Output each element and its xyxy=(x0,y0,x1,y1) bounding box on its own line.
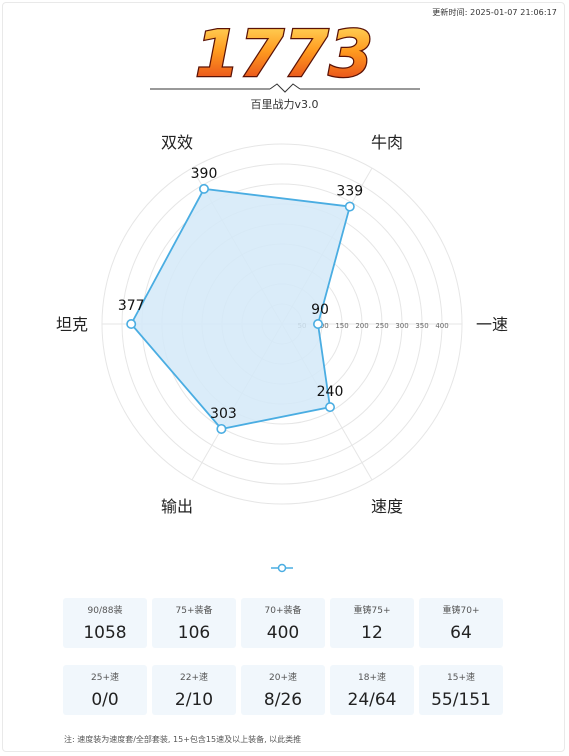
axis-label: 双效 xyxy=(161,133,193,152)
stat-value: 55/151 xyxy=(431,690,491,710)
axis-label: 速度 xyxy=(371,497,403,516)
radial-tick-label: 250 xyxy=(375,322,388,330)
radial-tick-label: 200 xyxy=(355,322,368,330)
data-point xyxy=(312,319,323,330)
stat-value: 106 xyxy=(177,623,211,643)
data-point xyxy=(324,402,335,413)
stat-cell: 重铸75+ 12 xyxy=(330,598,414,648)
stats-row-equipment: 90/88装 1058 75+装备 106 70+装备 400 重铸75+ 12… xyxy=(63,598,503,648)
axis-label: 一速 xyxy=(476,315,508,334)
axis-label: 牛肉 xyxy=(371,133,403,152)
axis-label: 坦克 xyxy=(56,315,88,334)
data-value-label: 390 xyxy=(191,166,218,182)
stat-cell: 75+装备 106 xyxy=(152,598,236,648)
data-point xyxy=(199,183,210,194)
radial-tick-label: 150 xyxy=(335,322,348,330)
stat-cell: 重铸70+ 64 xyxy=(419,598,503,648)
stat-label: 20+速 xyxy=(269,673,297,683)
data-value-label: 240 xyxy=(317,384,344,400)
stat-value: 12 xyxy=(361,623,383,643)
stat-cell: 22+速 2/10 xyxy=(152,665,236,715)
radial-tick-label: 300 xyxy=(395,322,408,330)
radar-chart: 5010015020025030035040090339390377303240… xyxy=(56,133,508,516)
stat-label: 75+装备 xyxy=(175,606,213,616)
score-value: 1773 xyxy=(195,18,373,92)
data-point xyxy=(344,201,355,212)
stat-label: 重铸70+ xyxy=(442,606,480,616)
stat-cell: 90/88装 1058 xyxy=(63,598,147,648)
stat-label: 15+速 xyxy=(447,673,475,683)
stat-cell: 20+速 8/26 xyxy=(241,665,325,715)
data-point xyxy=(126,319,137,330)
footnote: 注: 速度装为速度套/全部套装, 15+包含15速及以上装备, 以此类推 xyxy=(64,735,302,744)
radial-tick-label: 350 xyxy=(415,322,428,330)
stat-label: 90/88装 xyxy=(87,606,123,616)
divider-ornament-icon xyxy=(269,83,301,93)
stat-value: 2/10 xyxy=(174,690,214,710)
version-label: 百里战力v3.0 xyxy=(250,98,319,111)
stat-value: 1058 xyxy=(83,623,127,643)
data-point xyxy=(216,423,227,434)
radial-tick-label: 400 xyxy=(435,322,448,330)
score-banner: 1773 xyxy=(150,17,420,93)
stat-cell: 18+速 24/64 xyxy=(330,665,414,715)
data-value-label: 303 xyxy=(210,406,237,422)
data-value-label: 339 xyxy=(336,184,363,200)
stat-label: 18+速 xyxy=(358,673,386,683)
stat-label: 重铸75+ xyxy=(353,606,391,616)
data-value-label: 90 xyxy=(311,302,329,318)
stat-cell: 70+装备 400 xyxy=(241,598,325,648)
stat-label: 25+速 xyxy=(91,673,119,683)
stat-value: 24/64 xyxy=(347,690,397,710)
data-value-label: 377 xyxy=(118,298,145,314)
stat-value: 0/0 xyxy=(91,690,119,710)
legend-marker-icon xyxy=(271,563,293,573)
stat-label: 22+速 xyxy=(180,673,208,683)
stat-cell: 15+速 55/151 xyxy=(419,665,503,715)
stat-cell: 25+速 0/0 xyxy=(63,665,147,715)
stat-value: 64 xyxy=(450,623,472,643)
stats-row-speed: 25+速 0/0 22+速 2/10 20+速 8/26 18+速 24/64 … xyxy=(63,665,503,715)
stat-value: 8/26 xyxy=(263,690,303,710)
update-time: 更新时间: 2025-01-07 21:06:17 xyxy=(432,8,557,17)
stat-label: 70+装备 xyxy=(264,606,302,616)
stat-value: 400 xyxy=(266,623,300,643)
axis-label: 输出 xyxy=(161,497,193,516)
